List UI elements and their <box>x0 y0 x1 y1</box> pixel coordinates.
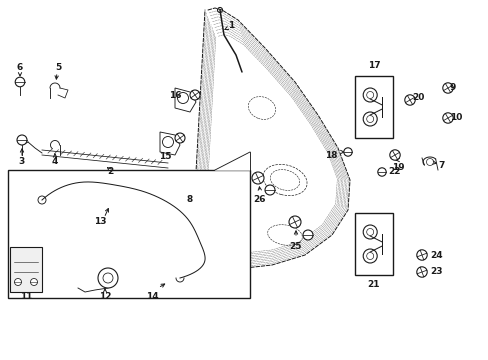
Text: 24: 24 <box>429 251 442 260</box>
Text: 18: 18 <box>325 150 337 159</box>
Circle shape <box>442 83 452 93</box>
Circle shape <box>366 91 373 99</box>
Circle shape <box>103 273 113 283</box>
Bar <box>10 247 42 292</box>
Circle shape <box>288 216 301 228</box>
Text: 17: 17 <box>367 61 380 70</box>
Polygon shape <box>160 132 180 155</box>
Circle shape <box>377 168 386 176</box>
Circle shape <box>190 90 200 100</box>
Text: 26: 26 <box>253 195 265 204</box>
Polygon shape <box>175 88 196 112</box>
Circle shape <box>98 268 118 288</box>
Text: 4: 4 <box>52 158 58 166</box>
Text: 19: 19 <box>391 163 404 172</box>
Circle shape <box>442 113 452 123</box>
Circle shape <box>251 172 264 184</box>
Circle shape <box>264 185 274 195</box>
Text: 1: 1 <box>227 21 234 30</box>
Text: 5: 5 <box>55 63 61 72</box>
Bar <box>354 213 392 275</box>
Circle shape <box>366 229 373 235</box>
Text: 11: 11 <box>20 292 32 301</box>
Text: 10: 10 <box>449 113 462 122</box>
Text: 20: 20 <box>411 94 424 103</box>
Circle shape <box>15 77 25 87</box>
Text: 6: 6 <box>17 63 23 72</box>
Bar <box>354 76 392 138</box>
Text: 9: 9 <box>449 84 455 93</box>
Circle shape <box>389 150 399 160</box>
Circle shape <box>416 267 427 277</box>
Circle shape <box>177 93 188 104</box>
Circle shape <box>15 279 21 285</box>
Text: 12: 12 <box>99 292 111 301</box>
Circle shape <box>366 252 373 260</box>
Text: 8: 8 <box>186 195 193 204</box>
Circle shape <box>363 249 376 263</box>
Text: 22: 22 <box>387 167 400 176</box>
Text: 2: 2 <box>107 167 113 176</box>
Text: 21: 21 <box>367 280 380 289</box>
Circle shape <box>366 116 373 122</box>
Circle shape <box>363 225 376 239</box>
Circle shape <box>30 279 38 285</box>
Circle shape <box>343 148 351 156</box>
Text: 13: 13 <box>94 217 106 226</box>
Text: 14: 14 <box>145 292 158 301</box>
Text: 23: 23 <box>429 267 442 276</box>
Text: 7: 7 <box>437 161 444 170</box>
Polygon shape <box>215 152 249 170</box>
Circle shape <box>404 95 414 105</box>
Text: 25: 25 <box>288 242 301 251</box>
Circle shape <box>416 250 427 260</box>
Bar <box>8 170 249 298</box>
Text: 16: 16 <box>169 90 182 99</box>
Text: 3: 3 <box>19 158 25 166</box>
Text: 15: 15 <box>159 152 171 161</box>
Circle shape <box>175 133 184 143</box>
Circle shape <box>363 112 376 126</box>
Circle shape <box>162 136 173 148</box>
Circle shape <box>363 88 376 102</box>
Circle shape <box>17 135 27 145</box>
Circle shape <box>303 230 312 240</box>
